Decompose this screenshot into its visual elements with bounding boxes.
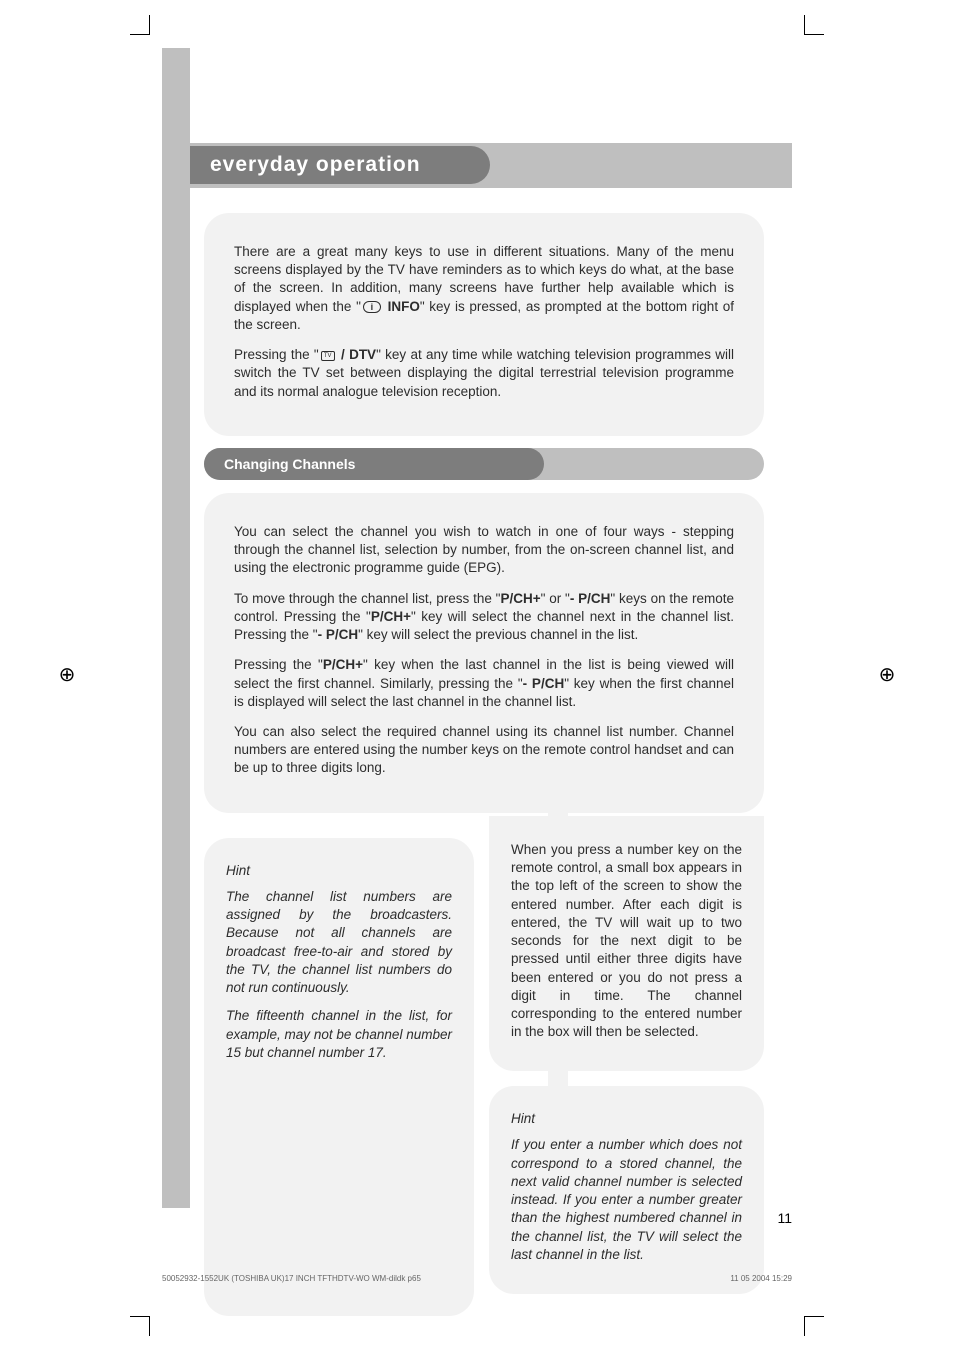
header-pill: everyday operation	[190, 146, 490, 184]
right-column: When you press a number key on the remot…	[489, 816, 764, 1294]
cc-p2-b4: - P/CH	[318, 627, 359, 642]
cc-p3-b1: P/CH+	[323, 657, 363, 672]
cc-p2-t1: To move through the channel list, press …	[234, 591, 500, 606]
footer-left: 50052932-1552UK (TOSHIBA UK)17 INCH TFTH…	[162, 1274, 421, 1283]
crop-mark-top-right	[804, 15, 824, 35]
hint2-title: Hint	[511, 1111, 742, 1126]
connector-bar-2	[548, 1058, 568, 1086]
cc-p2-t5: " key will select the previous channel i…	[358, 627, 638, 642]
cc-p2-b3: P/CH+	[371, 609, 411, 624]
intro-para2-text: Pressing the "	[234, 347, 319, 362]
subsection-title: Changing Channels	[224, 456, 355, 472]
changing-channels-text: You can select the channel you wish to w…	[234, 523, 734, 778]
right-extension-block: When you press a number key on the remot…	[489, 816, 764, 1071]
cc-para-4: You can also select the required channel…	[234, 723, 734, 778]
hint1-para2: The fifteenth channel in the list, for e…	[226, 1007, 452, 1062]
info-label: INFO	[383, 299, 420, 314]
hint2-para1: If you enter a number which does not cor…	[511, 1136, 742, 1264]
hint2-text: If you enter a number which does not cor…	[511, 1136, 742, 1264]
crop-mark-bottom-left	[130, 1316, 150, 1336]
cc-para-1: You can select the channel you wish to w…	[234, 523, 734, 578]
crop-mark-top-left	[130, 15, 150, 35]
right-col-para1: When you press a number key on the remot…	[511, 841, 742, 1041]
page-number: 11	[777, 1210, 792, 1226]
cc-para-2: To move through the channel list, press …	[234, 590, 734, 645]
registration-mark-right	[875, 663, 899, 687]
cc-p3-t1: Pressing the "	[234, 657, 323, 672]
intro-text: There are a great many keys to use in di…	[234, 243, 734, 401]
header-title: everyday operation	[210, 153, 421, 177]
intro-para-1: There are a great many keys to use in di…	[234, 243, 734, 334]
hint1-text: The channel list numbers are assigned by…	[226, 888, 452, 1062]
two-column-container: Hint The channel list numbers are assign…	[204, 838, 764, 1316]
hint-block-2: Hint If you enter a number which does no…	[489, 1086, 764, 1294]
changing-channels-block: You can select the channel you wish to w…	[204, 493, 764, 813]
crop-mark-bottom-right	[804, 1316, 824, 1336]
right-col-text: When you press a number key on the remot…	[511, 841, 742, 1041]
registration-mark-left	[55, 663, 79, 687]
tv-icon: TV	[321, 351, 335, 361]
page-container: everyday operation There are a great man…	[162, 48, 792, 1303]
info-icon: i	[363, 301, 381, 313]
hint1-para1: The channel list numbers are assigned by…	[226, 888, 452, 997]
subsection-header: Changing Channels	[204, 448, 764, 480]
dtv-label: / DTV	[337, 347, 376, 362]
hint1-title: Hint	[226, 863, 452, 878]
cc-p2-b1: P/CH+	[500, 591, 540, 606]
cc-p3-b2: - P/CH	[523, 676, 565, 691]
cc-para-3: Pressing the "P/CH+" key when the last c…	[234, 656, 734, 711]
intro-para-2: Pressing the "TV / DTV" key at any time …	[234, 346, 734, 401]
cc-p2-b2: - P/CH	[570, 591, 611, 606]
hint-block-1: Hint The channel list numbers are assign…	[204, 838, 474, 1316]
footer-right: 11 05 2004 15:29	[730, 1274, 792, 1283]
subsection-pill: Changing Channels	[204, 448, 544, 480]
footer-text: 50052932-1552UK (TOSHIBA UK)17 INCH TFTH…	[162, 1274, 792, 1283]
cc-p2-t2: " or "	[541, 591, 570, 606]
intro-block: There are a great many keys to use in di…	[204, 213, 764, 436]
gray-sidebar	[162, 48, 190, 1208]
